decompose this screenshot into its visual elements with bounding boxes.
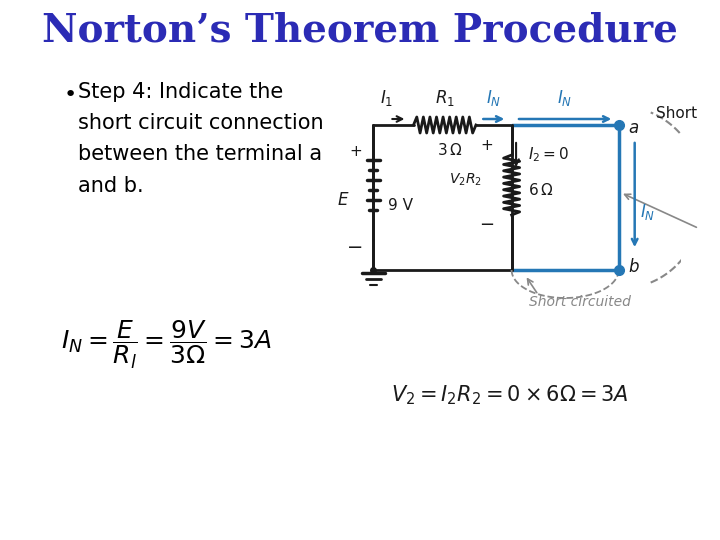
Text: $V_2 R_2$: $V_2 R_2$ [449,172,482,188]
Text: $I_N$: $I_N$ [486,88,501,108]
Text: $E$: $E$ [337,191,349,209]
Text: Step 4: Indicate the
short circuit connection
between the terminal a
and b.: Step 4: Indicate the short circuit conne… [78,82,324,195]
Text: 9 V: 9 V [387,198,413,213]
Text: $3\,\Omega$: $3\,\Omega$ [436,142,462,158]
Text: Short circuited: Short circuited [529,295,631,309]
Text: $I_N$: $I_N$ [557,88,573,108]
Text: $I_N = \dfrac{E}{R_l} = \dfrac{9V}{3\Omega} = 3A$: $I_N = \dfrac{E}{R_l} = \dfrac{9V}{3\Ome… [61,319,272,371]
Text: $V_2 = I_2 R_2 = 0 \times 6\Omega = 3A$: $V_2 = I_2 R_2 = 0 \times 6\Omega = 3A$ [391,383,629,407]
Text: •: • [64,85,77,105]
Text: $R_1$: $R_1$ [435,88,455,108]
Text: $I_N$: $I_N$ [640,202,655,222]
Text: $I_1$: $I_1$ [380,88,393,108]
Text: Norton’s Theorem Procedure: Norton’s Theorem Procedure [42,11,678,49]
Text: $a$: $a$ [628,119,639,137]
Text: +: + [480,138,493,152]
Text: −: − [479,216,494,234]
Text: Short: Short [656,105,697,120]
Text: +: + [349,145,362,159]
Text: $I_2 = 0$: $I_2 = 0$ [528,146,569,164]
Text: $b$: $b$ [628,258,639,276]
Text: $6\,\Omega$: $6\,\Omega$ [528,182,553,198]
Text: −: − [347,239,364,258]
